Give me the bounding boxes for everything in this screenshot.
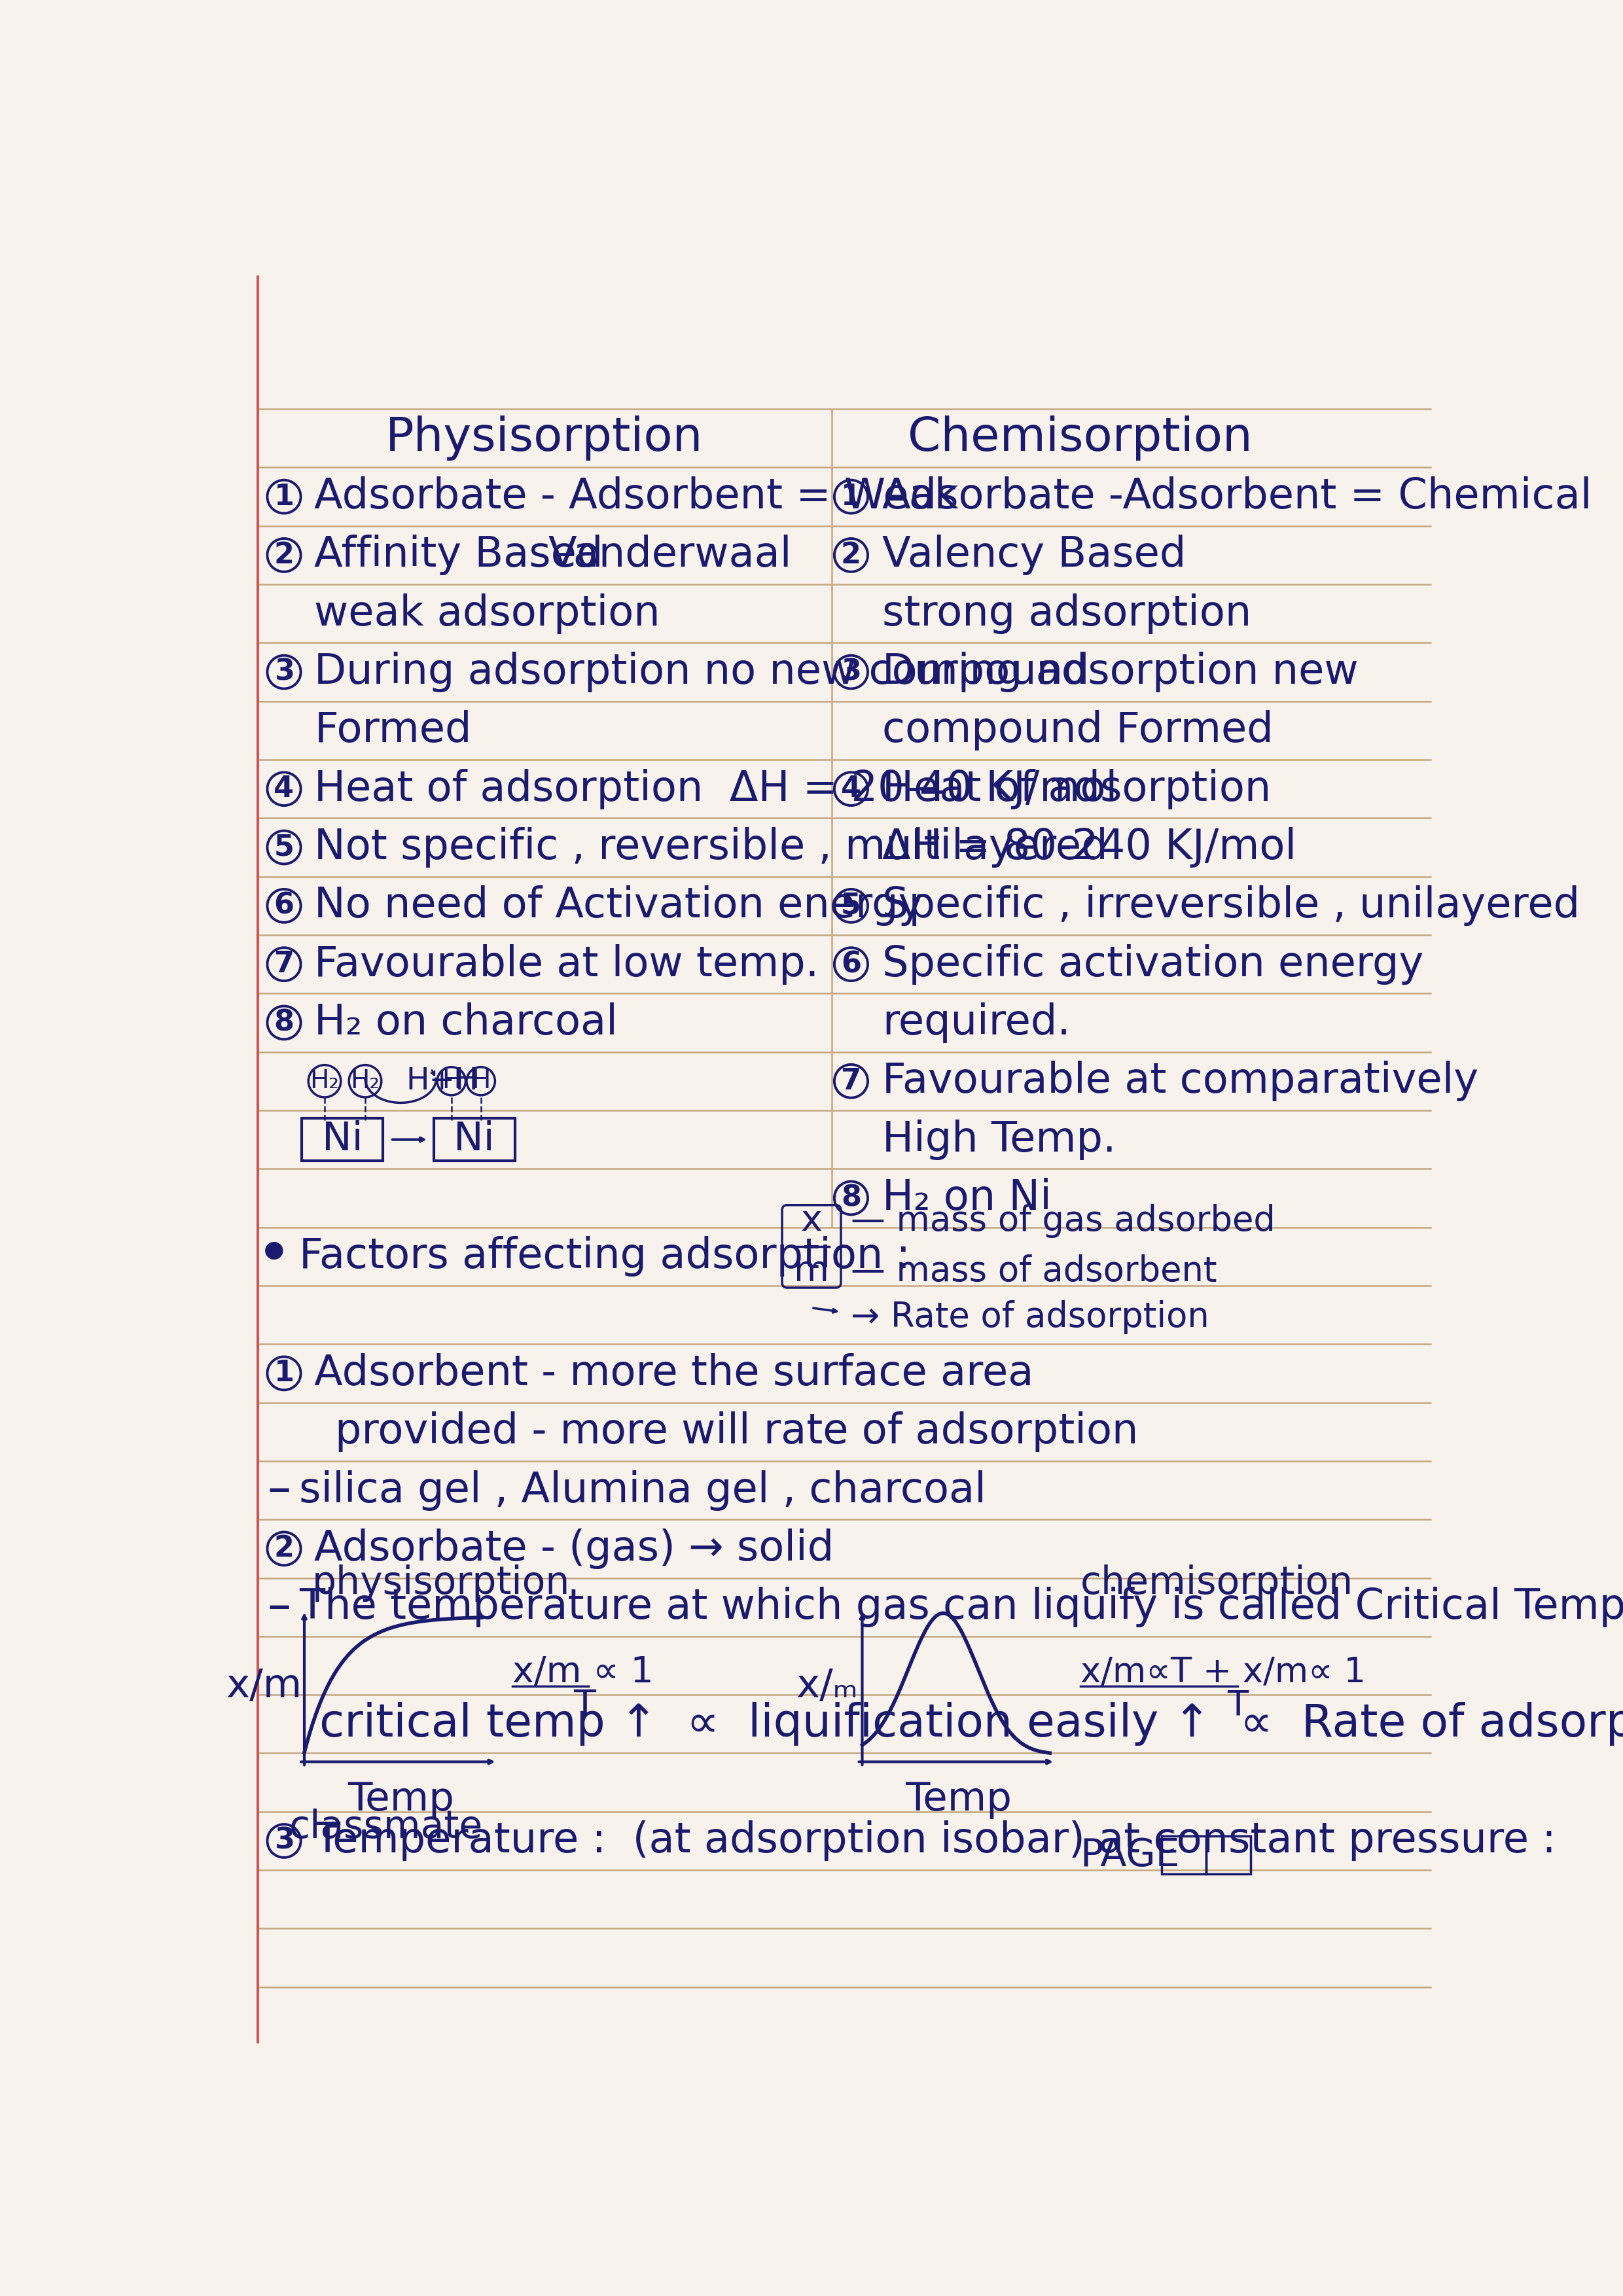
Text: Favourable at low temp.: Favourable at low temp. xyxy=(315,944,820,985)
Text: provided - more will rate of adsorption: provided - more will rate of adsorption xyxy=(334,1412,1138,1451)
Text: The temperature at which gas can liquify is called Critical Temp.: The temperature at which gas can liquify… xyxy=(299,1587,1623,1628)
Text: H₂: H₂ xyxy=(351,1068,380,1093)
Text: H₂: H₂ xyxy=(310,1068,339,1093)
Text: Specific , irreversible , unilayered: Specific , irreversible , unilayered xyxy=(883,886,1581,925)
Text: Temp: Temp xyxy=(906,1779,1011,1818)
Text: → Rate of adsorption: → Rate of adsorption xyxy=(850,1300,1209,1334)
Text: Heat of adsorption  ΔH = 20-40 KJ/mol: Heat of adsorption ΔH = 20-40 KJ/mol xyxy=(315,769,1118,808)
Text: classmate: classmate xyxy=(289,1809,484,1846)
Text: H: H xyxy=(471,1068,490,1093)
Text: 6: 6 xyxy=(274,891,294,921)
Text: 2: 2 xyxy=(274,542,294,569)
Text: No need of Activation energy: No need of Activation energy xyxy=(315,886,923,925)
Text: weak adsorption: weak adsorption xyxy=(315,592,661,634)
Text: Valency Based: Valency Based xyxy=(883,535,1186,576)
Text: 7: 7 xyxy=(274,951,294,978)
Text: chemisorption: chemisorption xyxy=(1081,1564,1354,1603)
Text: x/ₘ: x/ₘ xyxy=(795,1667,859,1706)
Text: Adsorbate -Adsorbent = Chemical: Adsorbate -Adsorbent = Chemical xyxy=(883,475,1592,517)
Text: Adsorbate - Adsorbent = Weak: Adsorbate - Adsorbent = Weak xyxy=(315,475,959,517)
Text: Vanderwaal: Vanderwaal xyxy=(549,535,792,576)
Text: Adsorbate - (gas) → solid: Adsorbate - (gas) → solid xyxy=(315,1529,834,1568)
Text: Specific activation energy: Specific activation energy xyxy=(883,944,1423,985)
Text: During adsorption no new compound: During adsorption no new compound xyxy=(315,652,1089,693)
Text: Factors affecting adsorption :: Factors affecting adsorption : xyxy=(299,1235,911,1277)
Text: x/m: x/m xyxy=(226,1667,302,1706)
Text: ΔH = 80-240 KJ/mol: ΔH = 80-240 KJ/mol xyxy=(883,827,1297,868)
Text: Not specific , reversible , multilayered: Not specific , reversible , multilayered xyxy=(315,827,1109,868)
Text: H: H xyxy=(441,1068,461,1093)
Text: Affinity Based: Affinity Based xyxy=(315,535,604,576)
Text: x: x xyxy=(800,1203,823,1240)
Text: PAGE: PAGE xyxy=(1081,1837,1180,1874)
Text: Formed: Formed xyxy=(315,709,472,751)
Text: Chemisorption: Chemisorption xyxy=(907,416,1253,461)
Text: –: – xyxy=(268,1467,291,1513)
Text: Adsorbent - more the surface area: Adsorbent - more the surface area xyxy=(315,1352,1034,1394)
Text: H₂ on Ni: H₂ on Ni xyxy=(883,1178,1052,1219)
Text: T: T xyxy=(573,1688,596,1722)
Text: x/m ∝ 1: x/m ∝ 1 xyxy=(513,1655,654,1690)
Text: 2: 2 xyxy=(841,542,862,569)
Text: strong adsorption: strong adsorption xyxy=(883,592,1251,634)
Text: x/m∝T + x/m∝ 1: x/m∝T + x/m∝ 1 xyxy=(1081,1655,1365,1690)
Text: –: – xyxy=(268,1584,291,1630)
Text: 8: 8 xyxy=(274,1008,294,1038)
Text: H+H: H+H xyxy=(406,1065,479,1095)
Text: Ni: Ni xyxy=(321,1120,364,1159)
Text: m: m xyxy=(794,1254,829,1290)
Text: 3: 3 xyxy=(274,1828,294,1855)
Text: H₂ on charcoal: H₂ on charcoal xyxy=(315,1003,618,1042)
Text: Physisorption: Physisorption xyxy=(386,416,703,461)
Text: — mass of adsorbent: — mass of adsorbent xyxy=(850,1254,1217,1288)
Text: 7: 7 xyxy=(841,1068,862,1095)
Text: 1: 1 xyxy=(841,482,862,510)
Text: Temperature :  (at adsorption isobar) at constant pressure :: Temperature : (at adsorption isobar) at … xyxy=(315,1821,1556,1862)
Text: Heat of adsorption: Heat of adsorption xyxy=(883,769,1271,808)
Text: Ni: Ni xyxy=(454,1120,495,1159)
Text: required.: required. xyxy=(883,1003,1071,1042)
Text: 2: 2 xyxy=(274,1534,294,1564)
Text: 1: 1 xyxy=(274,1359,294,1387)
Text: 8: 8 xyxy=(841,1185,862,1212)
Text: physisorption: physisorption xyxy=(312,1564,570,1603)
Text: 3: 3 xyxy=(841,659,862,687)
Text: •: • xyxy=(256,1226,292,1286)
Text: silica gel , Alumina gel , charcoal: silica gel , Alumina gel , charcoal xyxy=(299,1469,987,1511)
Text: Temp: Temp xyxy=(347,1779,454,1818)
Text: 3: 3 xyxy=(274,659,294,687)
Text: T: T xyxy=(1227,1688,1248,1722)
Text: 5: 5 xyxy=(274,833,294,861)
Text: High Temp.: High Temp. xyxy=(883,1118,1117,1159)
Text: 4: 4 xyxy=(274,774,294,804)
Text: 1: 1 xyxy=(274,482,294,510)
Text: — mass of gas adsorbed: — mass of gas adsorbed xyxy=(850,1203,1276,1238)
Text: 6: 6 xyxy=(841,951,862,978)
Text: During adsorption new: During adsorption new xyxy=(883,652,1358,693)
Text: compound Formed: compound Formed xyxy=(883,709,1274,751)
Text: 5: 5 xyxy=(841,891,862,921)
Text: critical temp ↑  ∝  liquification easily ↑  ∝  Rate of adsorption ↑: critical temp ↑ ∝ liquification easily ↑… xyxy=(320,1701,1623,1745)
Text: Favourable at comparatively: Favourable at comparatively xyxy=(883,1061,1479,1102)
Text: 4: 4 xyxy=(841,774,862,804)
